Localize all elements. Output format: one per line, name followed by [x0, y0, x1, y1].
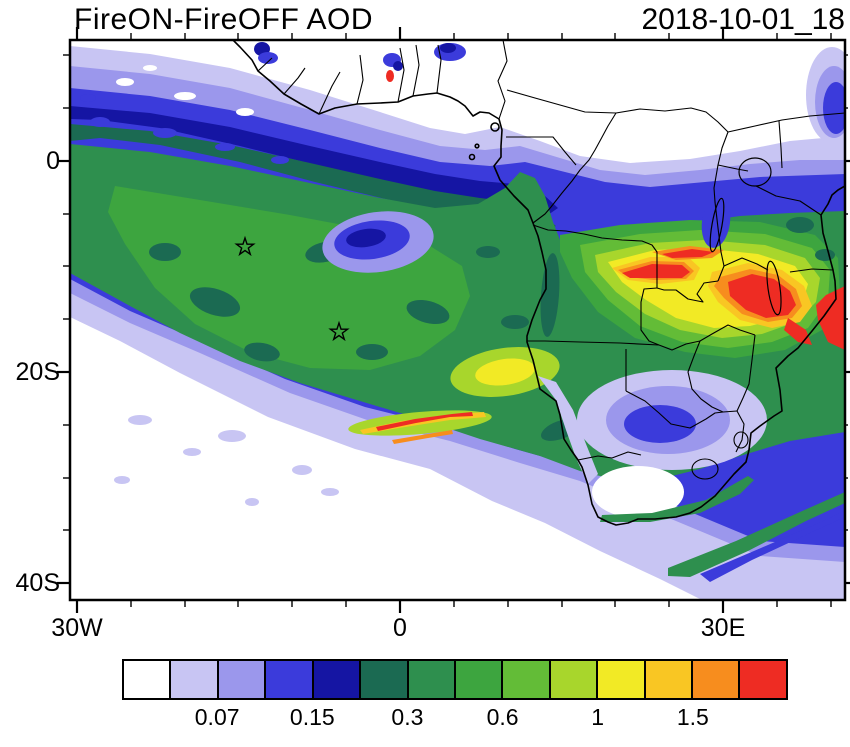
x-axis-tick-label: 30E: [700, 614, 746, 642]
colorbar: [122, 659, 788, 700]
y-axis-tick-label: 20S: [15, 358, 60, 386]
colorbar-labels: 0.07 0.15 0.3 0.6 1 1.5: [122, 704, 788, 734]
colorbar-box: [455, 661, 504, 698]
coastlines: [232, 40, 845, 526]
colorbar-box: [408, 661, 456, 698]
fire-location-markers: [234, 235, 350, 342]
colorbar-tick-label: 0.6: [486, 704, 519, 730]
colorbar-box: [218, 661, 267, 698]
colorbar-tick-label: 0.3: [391, 704, 424, 730]
x-axis-tick-label: 30W: [51, 614, 103, 642]
map-linework: [232, 40, 845, 526]
aod-field: [70, 40, 845, 600]
star-marker: [328, 320, 350, 342]
star-marker: [234, 235, 256, 257]
lake-tanganyika: [709, 197, 725, 253]
country-borders: [257, 40, 845, 480]
colorbar-box: [124, 661, 172, 698]
eswatini-border: [733, 431, 749, 449]
x-axis-tick-label: 0: [393, 614, 407, 642]
colorbar-box: [740, 661, 786, 698]
colorbar-tick-label: 1.5: [676, 704, 709, 730]
colorbar-tick-label: 0.15: [289, 704, 335, 730]
lakes: [709, 157, 782, 316]
colorbar-box: [266, 661, 314, 698]
sao-tome-island: [468, 153, 476, 161]
colorbar-box: [645, 661, 694, 698]
colorbar-box: [550, 661, 599, 698]
principe-island: [474, 143, 480, 149]
figure-date: 2018-10-01_18: [641, 3, 845, 36]
colorbar-box: [693, 661, 741, 698]
lake-victoria: [738, 157, 772, 187]
lake-malawi: [766, 260, 782, 316]
y-axis-tick-label: 40S: [15, 569, 60, 597]
plot-frame: [68, 38, 847, 602]
colorbar-tick-label: 1: [591, 704, 605, 730]
colorbar-box: [361, 661, 409, 698]
colorbar-box: [171, 661, 219, 698]
figure-title: FireON-FireOFF AOD: [74, 3, 373, 36]
colorbar-box: [503, 661, 551, 698]
colorbar-tick-label: 0.07: [194, 704, 240, 730]
colorbar-boxes: [124, 661, 786, 698]
colorbar-box: [598, 661, 646, 698]
lesotho-border: [691, 458, 719, 480]
y-axis-tick-label: 0: [46, 147, 60, 175]
bioko-island: [490, 122, 500, 132]
colorbar-box: [313, 661, 362, 698]
